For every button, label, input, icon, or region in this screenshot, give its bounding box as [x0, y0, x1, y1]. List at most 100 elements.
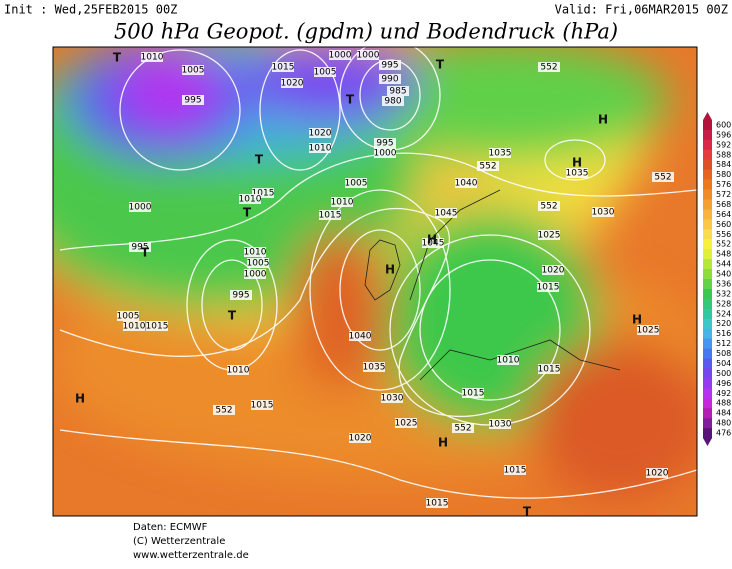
- isobar-label: 1010: [123, 322, 146, 332]
- isobar-label: 1035: [363, 363, 386, 373]
- label-bg: [489, 148, 511, 158]
- pressure-center: T: [141, 246, 150, 260]
- pressure-center: H: [598, 113, 608, 127]
- init-time: Init : Wed,25FEB2015 00Z: [4, 3, 177, 17]
- label-bg: [244, 247, 266, 257]
- isobar-label: 1020: [542, 266, 565, 276]
- colorbar-label: 512: [716, 339, 731, 348]
- colorbar-label: 536: [716, 279, 731, 288]
- isobar-label: 985: [389, 87, 406, 97]
- colorbar-swatch: [703, 378, 712, 389]
- label-bg: [182, 65, 204, 75]
- isobar-label: 1005: [182, 66, 205, 76]
- isobar-label: 1015: [537, 283, 560, 293]
- label-bg: [395, 418, 417, 428]
- colorbar-swatch: [703, 418, 712, 429]
- isobar-label: 1015: [462, 389, 485, 399]
- label-bg: [117, 311, 139, 321]
- colorbar-swatch: [703, 398, 712, 409]
- isobar-label: 552: [540, 63, 557, 73]
- label-bg: [349, 433, 371, 443]
- colorbar-swatch: [703, 279, 712, 290]
- colorbar-label: 568: [716, 200, 731, 209]
- colorbar-arrow: [703, 112, 712, 120]
- label-bg: [227, 365, 249, 375]
- isobar-label: 1025: [395, 419, 418, 429]
- label-bg: [252, 188, 274, 198]
- isobar-label: 995: [131, 243, 148, 253]
- colorbar-swatch: [703, 169, 712, 180]
- colorbar-swatch: [703, 159, 712, 170]
- label-bg: [592, 207, 614, 217]
- pressure-center: T: [243, 206, 252, 220]
- label-bg: [379, 60, 401, 70]
- colorbar-swatch: [703, 288, 712, 300]
- label-bg: [382, 96, 404, 106]
- isobar-label: 995: [184, 96, 201, 106]
- label-bg: [462, 388, 484, 398]
- colorbar-swatch: [703, 318, 712, 329]
- isobar-label: 552: [479, 162, 496, 172]
- label-bg: [477, 161, 499, 171]
- isobar-label: 1010: [244, 248, 267, 258]
- colorbar-label: 588: [716, 150, 731, 159]
- isobar-label: 1045: [422, 239, 445, 249]
- label-bg: [538, 364, 560, 374]
- isobar-label: 1000: [329, 51, 352, 61]
- label-bg: [309, 128, 331, 138]
- label-bg: [566, 168, 588, 178]
- label-bg: [281, 78, 303, 88]
- colorbar-label: 496: [716, 379, 731, 388]
- colorbar-swatch: [703, 298, 712, 310]
- isobar-label: 552: [215, 406, 232, 416]
- isobar-label: 995: [232, 291, 249, 301]
- colorbar-swatch: [703, 249, 712, 260]
- pressure-center: T: [346, 93, 355, 107]
- colorbar-label: 592: [716, 140, 731, 149]
- label-bg: [357, 50, 379, 60]
- colorbar-label: 552: [716, 240, 731, 249]
- isobar-label: 552: [654, 173, 671, 183]
- label-bg: [455, 178, 477, 188]
- label-bg: [230, 290, 252, 300]
- label-bg: [141, 52, 163, 62]
- label-bg: [538, 201, 560, 211]
- isobar-label: 1005: [314, 68, 337, 78]
- colorbar-label: 572: [716, 190, 731, 199]
- colorbar-label: 556: [716, 230, 731, 239]
- pressure-center: H: [572, 156, 582, 170]
- label-bg: [244, 269, 266, 279]
- label-bg: [349, 331, 371, 341]
- label-bg: [374, 148, 396, 158]
- colorbar-label: 508: [716, 349, 731, 358]
- isobar-label: 1035: [566, 169, 589, 179]
- isobar-label: 1010: [227, 366, 250, 376]
- colorbar-swatch: [703, 308, 712, 320]
- isobar-label: 1030: [381, 394, 404, 404]
- pressure-center: H: [438, 436, 448, 450]
- colorbar-label: 600: [716, 120, 731, 129]
- isobar-label: 1020: [281, 79, 304, 89]
- pressure-center: T: [523, 505, 532, 519]
- isobar-label: 1000: [244, 270, 267, 280]
- colorbar-label: 564: [716, 210, 731, 219]
- isobar-label: 990: [381, 75, 398, 85]
- colorbar-label: 484: [716, 409, 731, 418]
- colorbar-label: 492: [716, 389, 731, 398]
- label-bg: [381, 393, 403, 403]
- isobar-label: 1015: [272, 63, 295, 73]
- pressure-center: T: [113, 51, 122, 65]
- isobar-label: 1005: [117, 312, 140, 322]
- colorbar-swatch: [703, 269, 712, 280]
- label-bg: [129, 242, 151, 252]
- pressure-center: T: [436, 58, 445, 72]
- colorbar-label: 500: [716, 369, 731, 378]
- colorbar-swatch: [703, 229, 712, 240]
- label-bg: [345, 178, 367, 188]
- label-bg: [363, 362, 385, 372]
- pressure-center: H: [75, 392, 85, 406]
- colorbar-arrow: [703, 438, 712, 446]
- colorbar-swatch: [703, 209, 712, 220]
- label-bg: [329, 50, 351, 60]
